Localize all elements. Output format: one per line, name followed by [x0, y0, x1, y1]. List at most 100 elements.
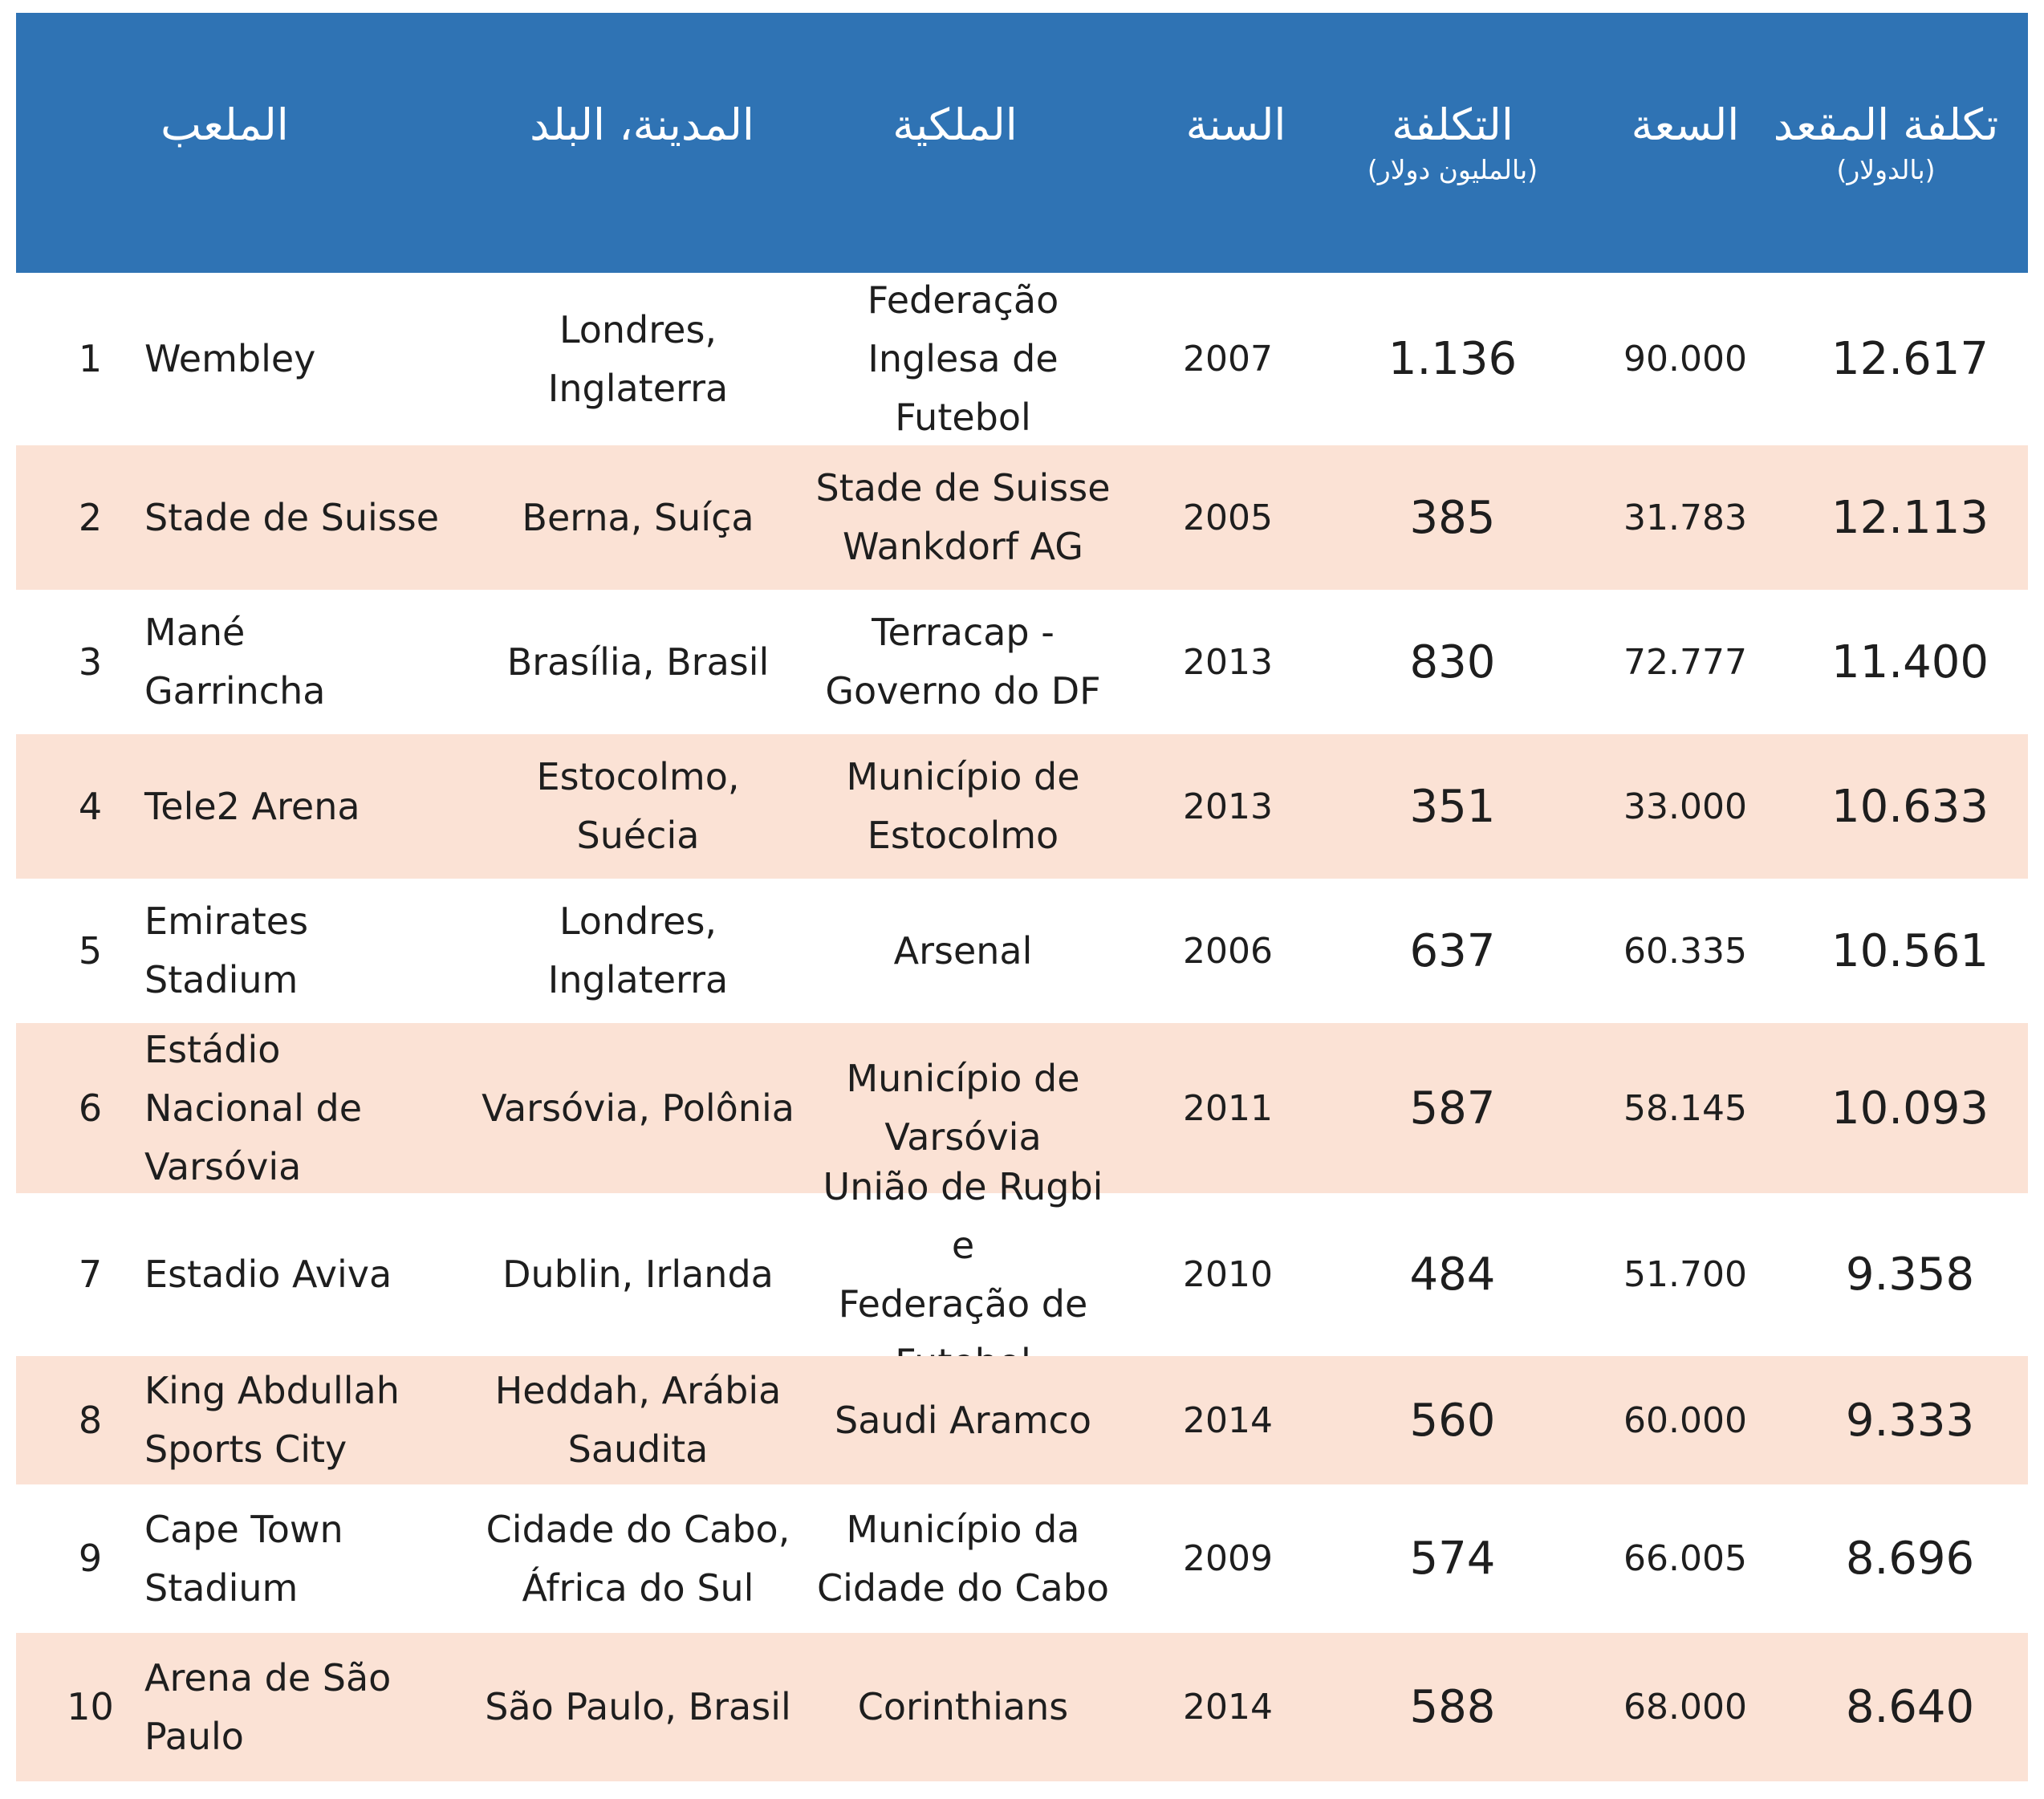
stadium-cell-text: Emirates Stadium: [144, 892, 308, 1009]
capacity-cell: 33.000: [1573, 734, 1798, 879]
stadium-cell-text: Estadio Aviva: [144, 1245, 392, 1304]
seat-cost-cell-text: 11.400: [1831, 636, 1989, 688]
cost-cell: 637: [1332, 879, 1573, 1023]
cost-cell: 588: [1332, 1633, 1573, 1781]
ownership-cell-line: Wankdorf AG: [843, 525, 1083, 568]
table-row: 10 Arena de São Paulo São Paulo, Brasil Cori…: [16, 1633, 2028, 1781]
year-cell: 2009: [1124, 1484, 1332, 1633]
seat-cost-cell-text: 10.093: [1831, 1082, 1989, 1135]
city-cell-text: Cidade do Cabo, África do Sul: [486, 1501, 790, 1618]
city-cell-text: Londres, Inglaterra: [548, 301, 728, 418]
stadium-cell-text: King Abdullah Sports City: [144, 1362, 400, 1479]
city-cell-text: Londres, Inglaterra: [548, 892, 728, 1009]
city-cell-line: Inglaterra: [547, 958, 729, 1001]
table-row: 4 Tele2 Arena Estocolmo, Suécia Município de…: [16, 734, 2028, 879]
cost-cell: 560: [1332, 1356, 1573, 1484]
stadium-cell-text: Arena de São Paulo: [144, 1649, 391, 1766]
header-seat-cost-label: تكلفة المقعد: [1773, 99, 1999, 150]
stadium-cell-line: Tele2 Arena: [144, 784, 360, 828]
ownership-cell: Federação Inglesa de Futebol: [811, 273, 1115, 445]
header-city-country: المدينة، البلد: [482, 101, 803, 149]
header-cost: التكلفة (بالمليون دولار): [1332, 101, 1573, 186]
header-seat-cost-unit: (بالدولار): [1836, 154, 1936, 185]
stadium-cell-line: Estadio Aviva: [144, 1253, 392, 1296]
ownership-cell-line: Stade de Suisse: [815, 466, 1111, 510]
city-cell-line: Berna, Suíça: [522, 495, 754, 539]
city-cell-text: Heddah, Arábia Saudita: [495, 1362, 782, 1479]
rank-cell-text: 3: [78, 640, 103, 684]
stadium-cell-line: Cape Town: [144, 1507, 343, 1551]
year-cell: 2010: [1124, 1193, 1332, 1356]
stadium-cell-line: Stadium: [144, 1565, 299, 1610]
ownership-cell-line: Arsenal: [893, 928, 1033, 973]
header-capacity-label: السعة: [1631, 99, 1740, 150]
stadium-cell-text: Mané Garrincha: [144, 603, 325, 721]
cost-cell-text: 385: [1409, 491, 1496, 544]
table-header: الملعب المدينة، البلد الملكية السنة التك…: [16, 13, 2028, 273]
seat-cost-cell-text: 10.633: [1831, 780, 1989, 833]
year-cell-text: 2013: [1183, 786, 1273, 827]
stadium-cell-text: Stade de Suisse: [144, 489, 439, 547]
ownership-cell: Corinthians: [811, 1633, 1115, 1781]
capacity-cell: 72.777: [1573, 590, 1798, 734]
ownership-cell-line: Terracap -: [872, 611, 1055, 654]
ownership-cell: Arsenal: [811, 879, 1115, 1023]
rank-cell-text: 6: [78, 1086, 103, 1130]
seat-cost-cell: 9.333: [1798, 1356, 2022, 1484]
header-capacity: السعة: [1589, 101, 1782, 149]
ownership-cell-line: Federação: [867, 278, 1059, 322]
year-cell-text: 2014: [1183, 1399, 1273, 1441]
seat-cost-cell-text: 8.696: [1845, 1533, 1975, 1585]
header-year: السنة: [1140, 101, 1332, 149]
city-cell-line: Inglaterra: [547, 366, 729, 410]
ownership-cell-text: Município de Estocolmo: [846, 748, 1079, 865]
ownership-cell: Município de Estocolmo: [811, 734, 1115, 879]
stadium-cell: Tele2 Arena: [144, 734, 465, 879]
year-cell: 2011: [1124, 1023, 1332, 1193]
stadium-cell: Mané Garrincha: [144, 590, 465, 734]
city-cell-line: Londres,: [559, 307, 717, 351]
seat-cost-cell-text: 9.333: [1845, 1394, 1975, 1447]
city-cell-text: Dublin, Irlanda: [502, 1245, 774, 1304]
cost-cell: 574: [1332, 1484, 1573, 1633]
capacity-cell-text: 66.005: [1623, 1538, 1747, 1579]
stadium-cell-line: King Abdullah: [144, 1369, 400, 1412]
stadium-cell-line: Varsóvia: [144, 1144, 302, 1188]
stadium-cell-line: Garrincha: [144, 669, 326, 713]
stadium-cell-line: Sports City: [144, 1427, 347, 1471]
rank-cell-text: 10: [67, 1685, 114, 1728]
city-cell: São Paulo, Brasil: [465, 1633, 811, 1781]
year-cell: 2005: [1124, 445, 1332, 590]
table-row: 5 Emirates Stadium Londres, Inglaterra Arsena…: [16, 879, 2028, 1023]
capacity-cell: 66.005: [1573, 1484, 1798, 1633]
city-cell-line: Saudita: [567, 1427, 709, 1471]
city-cell: Brasília, Brasil: [465, 590, 811, 734]
cost-cell-text: 484: [1409, 1249, 1496, 1301]
rank-cell-text: 8: [78, 1398, 103, 1442]
year-cell: 2014: [1124, 1356, 1332, 1484]
stadium-cell: Wembley: [144, 273, 465, 445]
rank-cell: 4: [44, 734, 136, 879]
header-year-label: السنة: [1185, 99, 1286, 150]
city-cell: Heddah, Arábia Saudita: [465, 1356, 811, 1484]
capacity-cell: 51.700: [1573, 1193, 1798, 1356]
city-cell-line: Heddah, Arábia: [494, 1369, 782, 1412]
cost-cell-text: 587: [1409, 1082, 1496, 1135]
stadium-cell-text: Wembley: [144, 330, 315, 388]
seat-cost-cell-text: 8.640: [1845, 1681, 1975, 1733]
capacity-cell: 60.335: [1573, 879, 1798, 1023]
ownership-cell-text: Município de Varsóvia: [846, 1050, 1079, 1167]
ownership-cell-text: Município da Cidade do Cabo: [817, 1501, 1109, 1618]
cost-cell-text: 560: [1409, 1394, 1496, 1447]
ownership-cell-line: Saudi Aramco: [835, 1398, 1091, 1442]
ownership-cell: Município de Varsóvia: [811, 1023, 1115, 1193]
capacity-cell-text: 58.145: [1623, 1087, 1747, 1129]
ownership-cell-line: Município de: [846, 1057, 1080, 1100]
capacity-cell-text: 60.000: [1623, 1399, 1747, 1441]
capacity-cell: 58.145: [1573, 1023, 1798, 1193]
rank-cell: 7: [44, 1193, 136, 1356]
ownership-cell-text: Corinthians: [858, 1678, 1068, 1736]
city-cell: Cidade do Cabo, África do Sul: [465, 1484, 811, 1633]
stadium-cell-text: Estádio Nacional de Varsóvia: [144, 1021, 362, 1196]
